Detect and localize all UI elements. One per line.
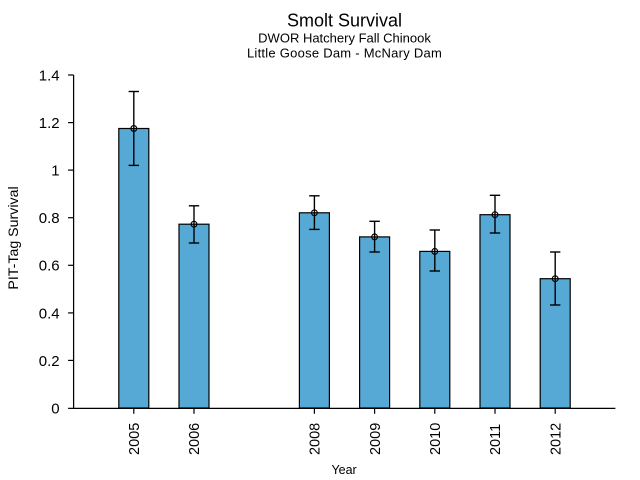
svg-text:0: 0 (51, 400, 59, 417)
svg-text:Year: Year (331, 463, 356, 477)
svg-text:2011: 2011 (488, 424, 504, 455)
svg-text:2012: 2012 (548, 423, 564, 455)
svg-text:Little Goose Dam - McNary Dam: Little Goose Dam - McNary Dam (247, 46, 442, 61)
svg-text:2010: 2010 (428, 423, 444, 455)
svg-text:0.2: 0.2 (39, 353, 60, 370)
svg-text:2008: 2008 (308, 423, 324, 455)
svg-text:2009: 2009 (368, 423, 384, 455)
svg-text:0.8: 0.8 (39, 210, 60, 227)
svg-text:DWOR Hatchery Fall Chinook: DWOR Hatchery Fall Chinook (258, 30, 431, 45)
svg-text:2005: 2005 (127, 423, 143, 455)
svg-text:2006: 2006 (187, 423, 203, 455)
svg-text:PIT-Tag Survival: PIT-Tag Survival (6, 186, 22, 289)
svg-text:Smolt Survival: Smolt Survival (287, 11, 402, 31)
svg-text:1.2: 1.2 (39, 115, 60, 132)
svg-text:0.4: 0.4 (39, 305, 60, 322)
svg-text:1: 1 (51, 163, 59, 180)
svg-text:0.6: 0.6 (39, 258, 60, 275)
svg-text:1.4: 1.4 (39, 67, 60, 84)
